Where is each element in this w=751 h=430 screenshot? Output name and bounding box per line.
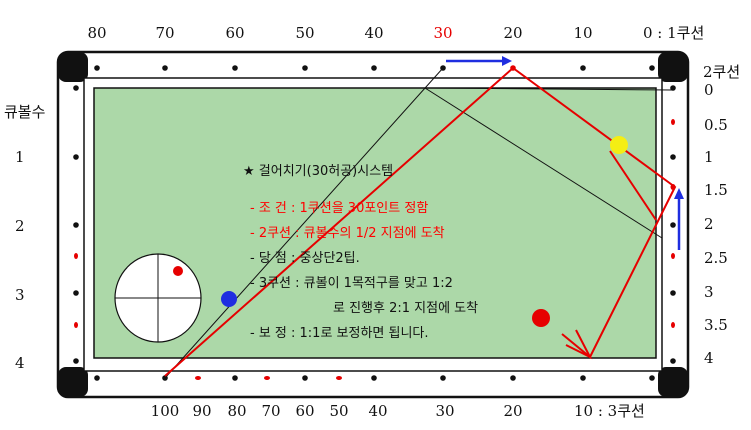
- cue-ball-path: [164, 66, 677, 377]
- left-title: 큐볼수: [4, 103, 45, 121]
- right-label: 1: [704, 148, 714, 166]
- system-notes: ★ 걸어치기(30허공)시스템 - 조 건 : 1쿠션을 30포인트 정함 - …: [243, 164, 478, 341]
- bottom-label: 10 : 3쿠션: [574, 402, 645, 420]
- top-label-highlight: 30: [433, 24, 452, 42]
- left-label: 3: [15, 286, 25, 304]
- right-label: 3: [704, 283, 714, 301]
- right-label: 2.5: [704, 249, 728, 267]
- top-label: 70: [155, 24, 174, 42]
- notes-line-1: - 조 건 : 1쿠션을 30포인트 정함: [250, 201, 428, 216]
- diamonds-left: [73, 85, 79, 364]
- left-label: 2: [15, 217, 25, 235]
- bottom-red-marks: [195, 376, 342, 380]
- top-label: 50: [295, 24, 314, 42]
- notes-line-2: - 2쿠션 : 큐볼수의 1/2 지점에 도착: [250, 226, 445, 241]
- left-red-marks: [74, 253, 78, 328]
- tip-point: [173, 266, 183, 276]
- bottom-label: 90: [192, 402, 211, 420]
- left-labels: 큐볼수 1 2 3 4: [4, 103, 45, 372]
- notes-line-3: - 당 점 : 중상단2팁.: [250, 251, 360, 266]
- path-to-yellow: [609, 150, 657, 221]
- bottom-label: 20: [503, 402, 522, 420]
- notes-title: ★ 걸어치기(30허공)시스템: [243, 164, 393, 179]
- top-label: 20: [503, 24, 522, 42]
- reference-lines: [164, 67, 674, 379]
- right-label: 0: [704, 81, 714, 99]
- left-label: 1: [15, 148, 25, 166]
- bottom-label: 70: [261, 402, 280, 420]
- top-label: 10: [573, 24, 592, 42]
- tip-diagram: [114, 253, 202, 343]
- top-label: 80: [87, 24, 106, 42]
- bottom-label: 80: [227, 402, 246, 420]
- bottom-label: 30: [435, 402, 454, 420]
- right-labels: 2쿠션 0 0.5 1 1.5 2 2.5 3 3.5 4: [703, 63, 740, 367]
- left-label: 4: [15, 354, 25, 372]
- diamonds-top: [94, 65, 655, 71]
- pocket-top-right: [658, 52, 688, 82]
- bottom-label: 60: [295, 402, 314, 420]
- bottom-label: 50: [329, 402, 348, 420]
- blue-ball: [221, 291, 237, 307]
- right-label: 4: [704, 349, 714, 367]
- blue-arrow-top: [446, 56, 512, 66]
- notes-line-5: 로 진행후 2:1 지점에 도착: [333, 300, 478, 316]
- pocket-bottom-right: [658, 367, 688, 397]
- diamonds-bottom: [94, 375, 655, 381]
- right-label: 3.5: [704, 316, 728, 334]
- diamonds-right: [670, 85, 676, 364]
- bottom-label: 40: [368, 402, 387, 420]
- bottom-labels: 100 90 80 70 60 50 40 30 20 10 : 3쿠션: [151, 402, 645, 420]
- notes-line-4: - 3쿠션 : 큐볼이 1목적구를 맞고 1:2: [250, 276, 453, 291]
- top-label: 0 : 1쿠션: [643, 24, 704, 42]
- top-label: 40: [364, 24, 383, 42]
- right-label: 1.5: [704, 181, 728, 199]
- red-ball: [532, 309, 550, 327]
- yellow-ball: [610, 136, 628, 154]
- top-labels: 80 70 60 50 40 30 20 10 0 : 1쿠션: [87, 24, 704, 42]
- path-arrowhead: [565, 329, 593, 360]
- right-label: 2: [704, 215, 714, 233]
- right-label: 0.5: [704, 116, 728, 134]
- notes-line-6: - 보 정 : 1:1로 보정하면 됩니다.: [250, 326, 429, 341]
- top-label: 60: [225, 24, 244, 42]
- bottom-label: 100: [151, 402, 180, 420]
- right-red-marks: [670, 119, 676, 328]
- pocket-top-left: [58, 52, 88, 82]
- right-label-cushion: 2쿠션: [703, 63, 740, 81]
- pocket-bottom-left: [58, 367, 88, 397]
- blue-arrow-right: [674, 188, 684, 250]
